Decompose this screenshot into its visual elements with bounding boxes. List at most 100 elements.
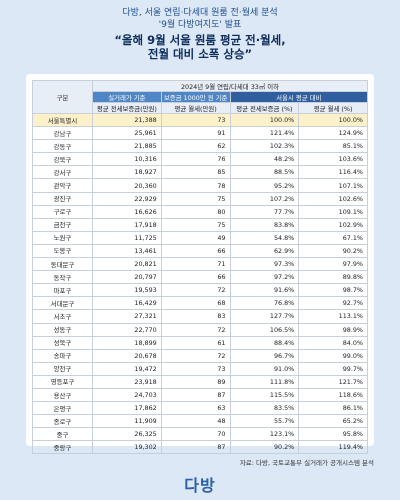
row-label: 중랑구 <box>32 440 93 455</box>
logo: 다방 <box>184 476 216 495</box>
cell: 90.2% <box>298 243 368 259</box>
table-row: 송파구 20,678 72 96.7% 99.0% <box>32 348 368 363</box>
title-line: 전월 대비 소폭 상승” <box>147 47 253 61</box>
title-line: “올해 9월 서울 원룸 평균 전·월세, <box>114 33 286 47</box>
title: “올해 9월 서울 원룸 평균 전·월세, 전월 대비 소폭 상승” <box>0 33 400 61</box>
cell: 21,885 <box>92 139 162 154</box>
cell: 92.7% <box>298 296 368 311</box>
row-label: 강남구 <box>32 126 93 141</box>
table-row: 강북구 10,316 76 48.2% 103.6% <box>32 152 368 167</box>
row-label: 서울특별시 <box>32 112 93 128</box>
cell: 118.6% <box>298 387 368 403</box>
cell: 106.5% <box>229 322 300 337</box>
cell: 103.6% <box>298 152 368 167</box>
row-label: 성동구 <box>32 322 93 337</box>
cell: 85 <box>160 165 231 180</box>
cell: 11,725 <box>92 230 162 245</box>
row-label: 서초구 <box>32 309 93 324</box>
cell: 18,899 <box>92 335 162 350</box>
cell: 48 <box>160 414 231 429</box>
row-label: 성북구 <box>32 335 93 350</box>
cell: 100.0% <box>298 112 368 128</box>
cell: 72 <box>160 348 231 363</box>
cell: 25,961 <box>92 126 162 141</box>
cell: 84.0% <box>298 335 368 350</box>
cell: 27,321 <box>92 309 162 324</box>
cell: 62 <box>160 139 231 154</box>
cell: 17,918 <box>92 217 162 232</box>
cell: 65.2% <box>298 414 368 429</box>
table-row: 광진구 22,929 75 107.2% 102.6% <box>32 191 368 206</box>
corner: 구분 <box>32 80 93 114</box>
subtitle: 다방, 서울 연립·다세대 원룸 전·월세 분석 '9월 다방여지도' 발표 <box>0 7 400 31</box>
cell: 107.2% <box>229 191 300 206</box>
cell: 68 <box>160 296 231 311</box>
cell: 111.8% <box>229 374 300 389</box>
column-header: 평균 전세보증금(만원) <box>92 102 162 114</box>
row-label: 노원구 <box>32 230 93 245</box>
subgroup: 보증금 1000만 원 기준 <box>160 91 231 103</box>
cell: 75 <box>160 217 231 232</box>
cell: 20,678 <box>92 348 162 363</box>
cell: 21,388 <box>92 112 162 128</box>
table-row: 성북구 18,899 61 88.4% 84.0% <box>32 335 368 350</box>
cell: 91 <box>160 126 231 141</box>
cell: 66 <box>160 243 231 259</box>
table-row: 영등포구 23,918 89 111.8% 121.7% <box>32 374 368 389</box>
cell: 54.8% <box>229 230 300 245</box>
row-label: 동작구 <box>32 270 93 285</box>
subtitle-line: '9월 다방여지도' 발표 <box>158 20 242 30</box>
cell: 127.7% <box>229 309 300 324</box>
cell: 78 <box>160 178 231 193</box>
cell: 70 <box>160 427 231 442</box>
row-label: 도봉구 <box>32 243 93 259</box>
cell: 83 <box>160 309 231 324</box>
table-row: 관악구 20,360 78 95.2% 107.1% <box>32 178 368 193</box>
cell: 91.0% <box>229 361 300 376</box>
table-row: 강남구 25,961 91 121.4% 124.9% <box>32 126 368 141</box>
column-header: 평균 전세보증금 (%) <box>229 102 300 114</box>
table-row: 강동구 21,885 62 102.3% 85.1% <box>32 139 368 154</box>
cell: 90.2% <box>229 440 300 455</box>
cell: 102.3% <box>229 139 300 154</box>
row-label: 구로구 <box>32 204 93 219</box>
cell: 119.4% <box>298 440 368 455</box>
table: 구분 2024년 9월 연립/다세대 33㎡ 이하 실거래가 기준 보증금 10… <box>32 80 368 455</box>
column-header: 평균 월세 (%) <box>298 102 368 114</box>
table-row: 동작구 20,797 66 97.2% 89.8% <box>32 270 368 285</box>
row-label: 양천구 <box>32 361 93 376</box>
cell: 22,770 <box>92 322 162 337</box>
subtitle-line: 다방, 서울 연립·다세대 원룸 전·월세 분석 <box>122 8 278 18</box>
cell: 23,918 <box>92 374 162 389</box>
cell: 11,909 <box>92 414 162 429</box>
table-row: 도봉구 13,461 66 62.9% 90.2% <box>32 243 368 259</box>
cell: 98.9% <box>298 322 368 337</box>
cell: 61 <box>160 335 231 350</box>
cell: 97.2% <box>229 270 300 285</box>
cell: 113.1% <box>298 309 368 324</box>
cell: 85.1% <box>298 139 368 154</box>
cell: 49 <box>160 230 231 245</box>
cell: 76 <box>160 152 231 167</box>
cell: 121.7% <box>298 374 368 389</box>
cell: 22,929 <box>92 191 162 206</box>
table-row: 노원구 11,725 49 54.8% 67.1% <box>32 230 368 245</box>
cell: 17,862 <box>92 401 162 416</box>
row-label: 용산구 <box>32 387 93 403</box>
row-label: 광진구 <box>32 191 93 206</box>
cell: 87 <box>160 440 231 455</box>
table-row: 중랑구 19,302 87 90.2% 119.4% <box>32 440 368 455</box>
cell: 63 <box>160 401 231 416</box>
cell: 71 <box>160 257 231 272</box>
cell: 16,626 <box>92 204 162 219</box>
row-label: 송파구 <box>32 348 93 363</box>
cell: 76.8% <box>229 296 300 311</box>
cell: 87 <box>160 387 231 403</box>
cell: 20,360 <box>92 178 162 193</box>
cell: 20,797 <box>92 270 162 285</box>
cell: 10,316 <box>92 152 162 167</box>
cell: 66 <box>160 270 231 285</box>
group-header: 2024년 9월 연립/다세대 33㎡ 이하 <box>92 80 368 92</box>
cell: 91.6% <box>229 283 300 298</box>
table-row: 중구 26,325 70 123.1% 95.8% <box>32 427 368 442</box>
